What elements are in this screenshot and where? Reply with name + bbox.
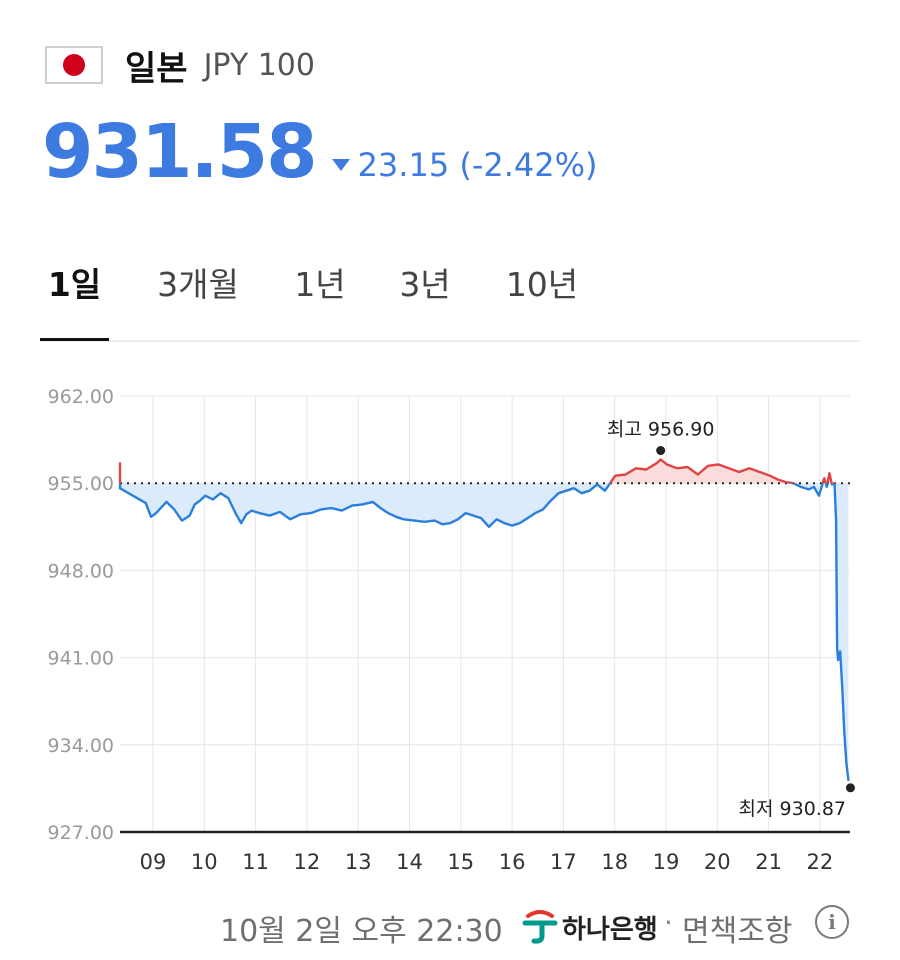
high-annotation: 최고 956.90 [607, 419, 714, 441]
update-timestamp: 10월 2일 오후 22:30 [220, 914, 503, 949]
hana-bank-logo-icon [522, 910, 558, 944]
currency-code: JPY 100 [203, 47, 315, 83]
change-value: 23.15 (-2.42%) [357, 146, 598, 184]
currency-header: 일본 JPY 100 [45, 40, 315, 90]
low-annotation: 최저 930.87 [739, 798, 846, 820]
x-tick-label: 19 [653, 850, 680, 874]
x-tick-label: 20 [704, 850, 731, 874]
x-tick-label: 11 [242, 850, 269, 874]
country-name: 일본 [125, 48, 188, 89]
y-tick-label: 962.00 [48, 386, 114, 408]
bank-name: 하나은행 [562, 915, 658, 945]
tab-1-day[interactable]: 1일 [40, 258, 109, 341]
period-tabs: 1일 3개월 1년 3년 10년 [40, 258, 860, 342]
x-tick-label: 10 [191, 850, 218, 874]
footer: 10월 2일 오후 22:30 하나은행 · 면책조항 i [0, 898, 900, 950]
x-tick-label: 21 [755, 850, 782, 874]
separator: · [664, 906, 673, 939]
low-marker [845, 783, 855, 793]
x-tick-label: 22 [807, 850, 834, 874]
x-tick-label: 12 [294, 850, 321, 874]
x-tick-label: 13 [345, 850, 372, 874]
y-tick-label: 955.00 [48, 473, 114, 495]
tab-3-months[interactable]: 3개월 [157, 265, 239, 304]
tab-3-years[interactable]: 3년 [399, 265, 451, 304]
y-tick-label: 948.00 [48, 560, 114, 582]
japan-flag-icon [45, 46, 103, 84]
y-tick-label: 941.00 [48, 648, 114, 670]
tab-10-years[interactable]: 10년 [505, 265, 579, 304]
x-tick-label: 14 [396, 850, 423, 874]
quote-row: 931.58 23.15 (-2.42%) [42, 112, 598, 192]
y-tick-label: 927.00 [48, 822, 114, 844]
tab-1-year[interactable]: 1년 [294, 265, 346, 304]
x-tick-label: 09 [140, 850, 167, 874]
current-price: 931.58 [42, 109, 318, 195]
series-line-below [118, 483, 850, 782]
y-tick-label: 934.00 [48, 735, 114, 757]
x-tick-label: 18 [601, 850, 628, 874]
x-tick-label: 15 [447, 850, 474, 874]
x-tick-label: 16 [499, 850, 526, 874]
high-marker [656, 446, 666, 456]
exchange-rate-chart: 962.00 955.00 948.00 941.00 934.00 927.00 09 10… [48, 386, 855, 874]
down-triangle-icon [331, 159, 350, 171]
disclaimer-link[interactable]: 면책조항 [682, 914, 793, 949]
area-below-reference [120, 483, 849, 781]
info-icon[interactable]: i [815, 905, 849, 939]
price-change: 23.15 (-2.42%) [331, 146, 598, 184]
x-tick-label: 17 [550, 850, 577, 874]
